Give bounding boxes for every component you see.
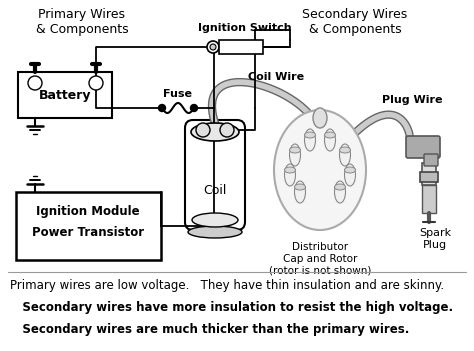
Text: Secondary Wires
& Components: Secondary Wires & Components — [302, 8, 408, 36]
Ellipse shape — [284, 164, 295, 186]
Ellipse shape — [339, 144, 350, 166]
Text: −: − — [199, 125, 207, 135]
Ellipse shape — [188, 226, 242, 238]
Circle shape — [220, 123, 234, 137]
Text: Distributor
Cap and Rotor
(rotor is not shown): Distributor Cap and Rotor (rotor is not … — [269, 242, 371, 275]
Bar — [219, 40, 263, 54]
Text: Primary Wires
& Components: Primary Wires & Components — [36, 8, 128, 36]
Bar — [422, 185, 436, 213]
Text: Spark
Plug: Spark Plug — [419, 228, 451, 250]
Circle shape — [191, 105, 198, 112]
Circle shape — [158, 105, 165, 112]
Text: +: + — [91, 78, 100, 88]
Ellipse shape — [325, 132, 336, 138]
Circle shape — [196, 123, 210, 137]
Text: −: − — [30, 78, 40, 88]
Ellipse shape — [339, 147, 350, 153]
Ellipse shape — [313, 108, 327, 128]
Bar — [18, 72, 112, 118]
Text: Ignition Module: Ignition Module — [36, 205, 140, 219]
Text: Plug Wire: Plug Wire — [382, 95, 443, 105]
Text: Coil Wire: Coil Wire — [248, 72, 304, 82]
Ellipse shape — [335, 184, 346, 190]
Ellipse shape — [345, 167, 356, 173]
Text: Primary wires are low voltage.   They have thin insulation and are skinny.: Primary wires are low voltage. They have… — [10, 279, 444, 292]
Ellipse shape — [192, 213, 238, 227]
Ellipse shape — [304, 132, 316, 138]
Bar — [420, 172, 438, 182]
Ellipse shape — [304, 129, 316, 151]
Ellipse shape — [284, 167, 295, 173]
Circle shape — [210, 44, 216, 50]
Text: Coil: Coil — [203, 184, 227, 197]
Ellipse shape — [294, 184, 306, 190]
Circle shape — [28, 76, 42, 90]
Bar — [422, 163, 436, 185]
Text: Ignition Switch: Ignition Switch — [198, 23, 292, 33]
Ellipse shape — [294, 181, 306, 203]
Text: Secondary wires are much thicker than the primary wires.: Secondary wires are much thicker than th… — [10, 323, 410, 336]
Ellipse shape — [274, 110, 366, 230]
Circle shape — [207, 41, 219, 53]
Ellipse shape — [290, 147, 301, 153]
Text: Power Transistor: Power Transistor — [32, 225, 144, 238]
Circle shape — [89, 76, 103, 90]
Ellipse shape — [335, 181, 346, 203]
Ellipse shape — [191, 123, 239, 141]
FancyBboxPatch shape — [424, 154, 438, 166]
Text: +: + — [223, 125, 231, 135]
Text: Secondary wires have more insulation to resist the high voltage.: Secondary wires have more insulation to … — [10, 301, 453, 314]
Ellipse shape — [290, 144, 301, 166]
Ellipse shape — [325, 129, 336, 151]
FancyBboxPatch shape — [406, 136, 440, 158]
Bar — [16, 192, 161, 260]
Text: Fuse: Fuse — [164, 89, 192, 99]
FancyBboxPatch shape — [185, 120, 245, 230]
Text: Battery: Battery — [39, 90, 91, 102]
Ellipse shape — [345, 164, 356, 186]
